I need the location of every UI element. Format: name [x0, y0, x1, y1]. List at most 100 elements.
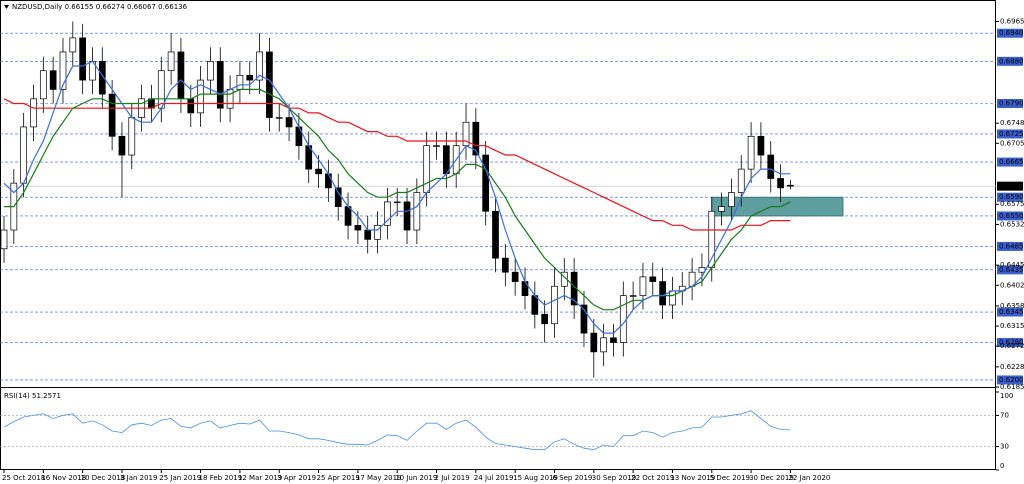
level-label-box	[997, 157, 1023, 167]
candle-body	[98, 60, 106, 95]
level-label-box	[997, 192, 1023, 202]
level-label-box	[997, 99, 1023, 109]
candle-body	[374, 224, 381, 240]
candle-body	[777, 178, 784, 189]
level-label-box	[997, 28, 1023, 38]
rsi-tick-label: 30	[1000, 443, 1009, 451]
candle-body	[551, 285, 558, 325]
moving-average	[3, 60, 791, 334]
candle-body	[472, 121, 480, 156]
candle-body	[737, 168, 745, 193]
x-tick-label: 3 Apr 2019	[277, 474, 316, 482]
candle-body	[128, 117, 136, 156]
x-tick-label: 30 Sep 2019	[592, 474, 636, 482]
low-value: 0.66067	[127, 3, 156, 11]
candle-body	[501, 257, 509, 273]
candle-body	[364, 229, 372, 240]
level-label-box	[997, 265, 1023, 275]
x-tick-label: 2 Jul 2019	[435, 474, 470, 482]
rsi-line	[3, 410, 791, 451]
level-label-box	[997, 337, 1023, 347]
candle-body	[541, 314, 549, 325]
candle-body	[600, 337, 607, 353]
moving-average	[3, 98, 791, 231]
candle-body	[639, 276, 647, 296]
x-tick-label: 5 Dec 2019	[710, 474, 750, 482]
price-label: 0.66136	[999, 182, 1024, 190]
candle-body	[423, 145, 431, 193]
candle-body	[580, 304, 588, 334]
candle-body	[39, 70, 47, 100]
candle-body	[256, 51, 263, 81]
candle-body	[354, 224, 362, 231]
menu-arrow	[4, 5, 9, 9]
candle-body	[433, 145, 440, 147]
candle-body	[20, 126, 28, 184]
x-tick-label: 24 Jul 2019	[474, 474, 514, 482]
price-box	[997, 181, 1023, 191]
candle-body	[610, 337, 617, 343]
x-tick-label: 13 Nov 2019	[670, 474, 715, 482]
open-value: 0.66155	[65, 3, 94, 11]
close-value: 0.66136	[158, 3, 187, 11]
candle-body	[619, 295, 627, 343]
candle-body	[118, 135, 126, 156]
x-tick-label: 17 May 2019	[356, 474, 402, 482]
candle-body	[384, 201, 391, 226]
candle-body	[207, 60, 214, 81]
rsi-value: 51.2571	[32, 392, 61, 400]
candle-body	[216, 60, 224, 109]
candle-body	[443, 145, 450, 175]
candle-body	[757, 135, 765, 156]
x-tick-label: 22 Oct 2019	[631, 474, 674, 482]
candle-body	[79, 37, 86, 81]
candle-body	[69, 37, 77, 53]
symbol: NZDUSD,Daily	[12, 3, 62, 11]
candle-body	[669, 290, 676, 306]
x-tick-label: 12 Mar 2019	[238, 474, 282, 482]
candle-body	[285, 117, 293, 128]
chart-header: NZDUSD,Daily 0.66155 0.66274 0.66067 0.6…	[12, 3, 188, 11]
rsi-tick-label: 0	[1000, 462, 1004, 470]
level-label-box	[997, 56, 1023, 66]
rsi-name: RSI(14)	[4, 392, 30, 400]
rsi-tick-label: 70	[1000, 411, 1009, 419]
candle-body	[236, 75, 244, 90]
candle-body	[344, 206, 352, 226]
level-label-box	[997, 211, 1023, 221]
x-tick-label: 16 Nov 2018	[41, 474, 86, 482]
candle-body	[413, 192, 421, 231]
candle-body	[698, 267, 706, 273]
candle-body	[787, 184, 794, 187]
candle-body	[226, 89, 234, 109]
candle-body	[197, 79, 204, 114]
candle-body	[482, 154, 490, 212]
x-tick-label: 30 Dec 2019	[749, 474, 794, 482]
candle-body	[59, 51, 67, 90]
x-tick-label: 25 Oct 2018	[2, 474, 45, 482]
x-tick-label: 10 Dec 2018	[81, 474, 126, 482]
level-label-box	[997, 375, 1023, 385]
candle-body	[157, 70, 165, 109]
candle-body	[492, 210, 499, 259]
level-label-box	[997, 241, 1023, 251]
level-label-box	[997, 129, 1023, 139]
x-tick-label: 18 Feb 2019	[199, 474, 243, 482]
x-tick-label: 25 Apr 2019	[317, 474, 360, 482]
